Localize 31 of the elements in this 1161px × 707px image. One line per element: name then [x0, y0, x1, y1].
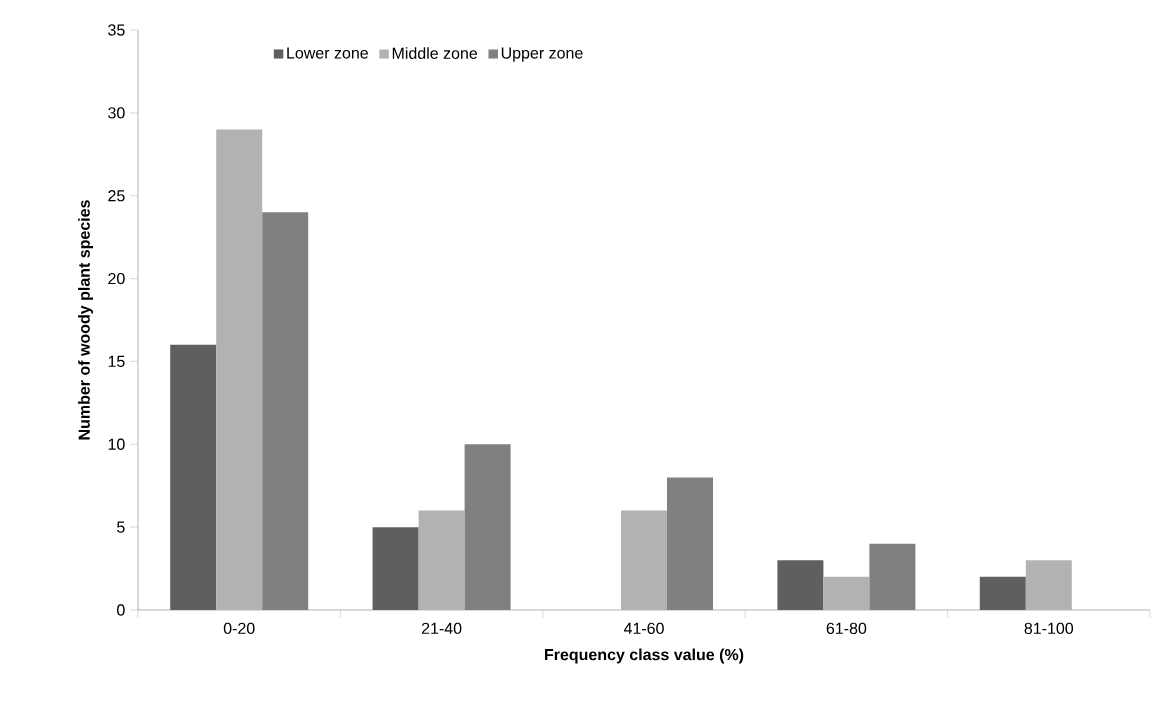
bar [262, 212, 309, 610]
bar [170, 344, 217, 610]
x-tick-label: 81-100 [1024, 622, 1074, 635]
y-tick-label: 5 [117, 521, 125, 533]
y-tick-label: 15 [108, 355, 125, 367]
y-tick-label: 20 [108, 272, 125, 285]
bar [869, 543, 916, 610]
bar [777, 560, 824, 610]
x-tick-label: 0-20 [223, 622, 255, 635]
bar [464, 444, 511, 610]
bar [823, 576, 870, 610]
x-tick-label: 41-60 [623, 622, 664, 635]
bar [216, 129, 263, 610]
bar [372, 527, 419, 610]
legend-label: Lower zone [287, 47, 368, 59]
y-axis-title: Number of woody plant species [78, 200, 94, 440]
legend-label: Upper zone [501, 47, 583, 62]
legend-label: Middle zone [392, 47, 478, 59]
x-tick-label: 21-40 [421, 622, 462, 635]
bar [621, 510, 667, 610]
x-tick-label: 61-80 [826, 622, 867, 635]
bar [979, 576, 1026, 610]
y-tick-label: 0 [117, 604, 125, 616]
bar [1025, 560, 1072, 610]
bar [667, 477, 713, 610]
y-tick-label: 35 [108, 24, 125, 36]
y-tick-label: 10 [108, 438, 125, 450]
y-tick-label: 25 [108, 190, 125, 202]
y-tick-label: 30 [108, 107, 125, 119]
bar [418, 510, 465, 610]
x-axis-title: Frequency class value (%) [545, 648, 744, 664]
